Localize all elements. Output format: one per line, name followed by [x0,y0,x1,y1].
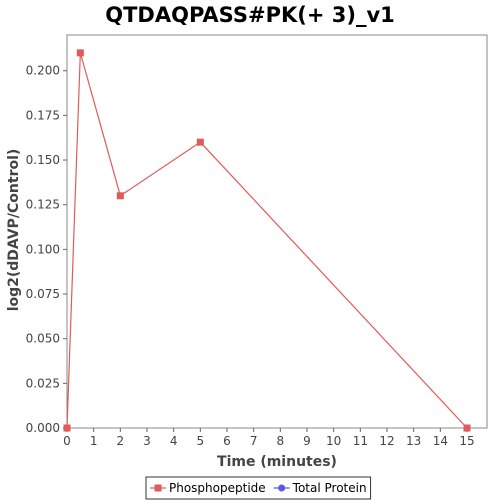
x-tick-label: 6 [223,434,231,448]
y-tick-label: 0.200 [26,64,60,78]
legend: Phosphopeptide Total Protein [145,476,372,500]
x-tick-label: 8 [277,434,285,448]
x-tick-label: 2 [117,434,125,448]
x-tick-label: 10 [326,434,341,448]
legend-item: Phosphopeptide [150,481,266,495]
legend-item: Total Protein [273,481,367,495]
x-tick-label: 15 [459,434,474,448]
x-tick-label: 13 [406,434,421,448]
x-axis-label: Time (minutes) [217,454,337,470]
x-axis: 0 1 2 3 4 5 6 7 8 9 10 11 12 13 14 15 [63,428,475,448]
y-axis: 0.000 0.025 0.050 0.075 0.100 0.125 0.150 0.175… [26,64,67,435]
x-tick-label: 11 [353,434,368,448]
chart-title: QTDAQPASS#PK(+ 3)_v1 [105,3,395,27]
y-tick-label: 0.125 [26,198,60,212]
x-tick-label: 1 [90,434,98,448]
data-point [76,49,84,57]
y-tick-label: 0.100 [26,242,60,256]
x-tick-label: 9 [303,434,311,448]
x-tick-label: 3 [143,434,151,448]
legend-label: Total Protein [292,481,367,495]
series-layer [63,49,471,432]
y-tick-label: 0.050 [26,332,60,346]
y-tick-label: 0.025 [26,376,60,390]
x-tick-label: 4 [170,434,178,448]
legend-box [145,476,372,500]
y-tick-label: 0.075 [26,287,60,301]
y-tick-label: 0.150 [26,153,60,167]
data-point [63,424,71,432]
data-point [116,192,124,200]
x-tick-label: 7 [250,434,258,448]
x-tick-label: 5 [197,434,205,448]
legend-marker [278,484,286,492]
plot-area [66,34,488,429]
legend-marker [154,484,162,492]
x-tick-label: 14 [433,434,448,448]
y-tick-label: 0.175 [26,108,60,122]
y-tick-label: 0.000 [26,421,60,435]
data-point [463,424,471,432]
y-axis-label: log2(dDAVP/Control) [6,149,22,312]
x-tick-label: 12 [379,434,394,448]
plot-frame [66,34,488,429]
x-tick-label: 0 [63,434,71,448]
legend-label: Phosphopeptide [169,481,266,495]
data-point [196,138,204,146]
